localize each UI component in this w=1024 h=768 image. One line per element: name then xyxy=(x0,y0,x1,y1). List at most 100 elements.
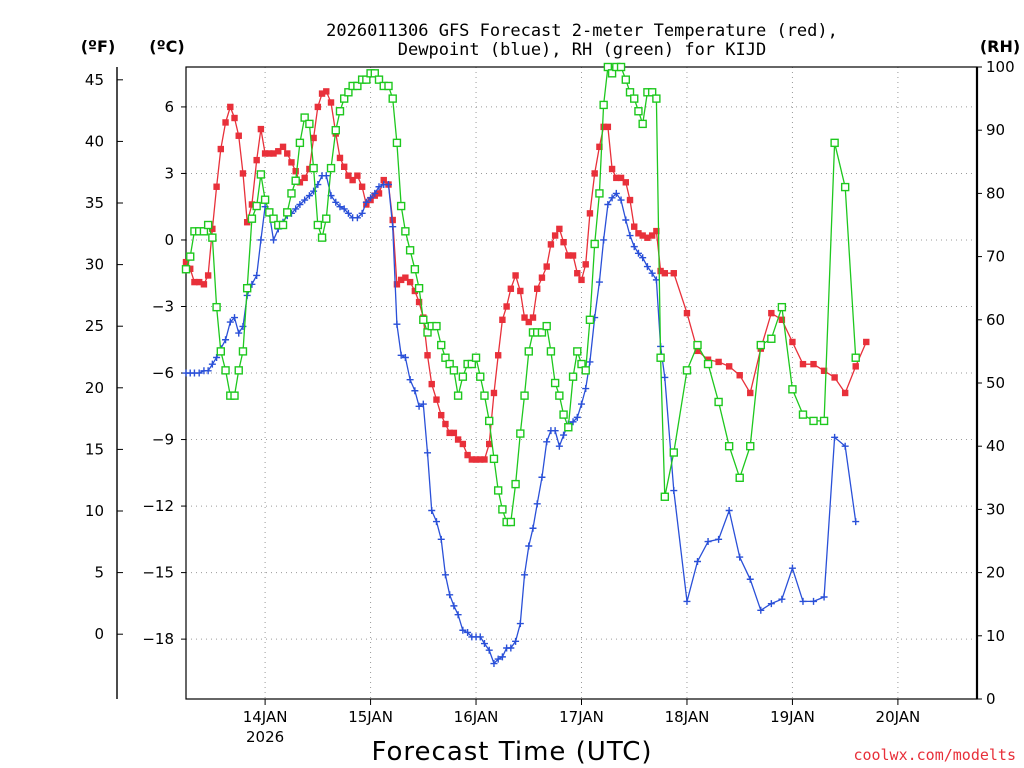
dewpoint-point xyxy=(831,433,839,441)
dewpoint-point xyxy=(634,249,642,257)
celsius-tick-label: 0 xyxy=(164,231,174,249)
temperature-point xyxy=(323,88,330,95)
rh-point xyxy=(441,353,450,362)
temperature-point xyxy=(525,318,532,326)
rh-point xyxy=(230,391,239,400)
dewpoint-point xyxy=(424,449,432,457)
temperature-point xyxy=(503,303,510,310)
dewpoint-point xyxy=(778,595,786,603)
rh-point xyxy=(656,353,665,362)
temperature-point xyxy=(424,352,431,359)
x-tick-label: 20JAN xyxy=(876,708,921,726)
rh-point xyxy=(458,372,468,381)
rh-point xyxy=(798,410,808,419)
dewpoint-point xyxy=(454,611,462,619)
dewpoint-point xyxy=(296,200,304,208)
temperature-point xyxy=(261,150,269,157)
fahrenheit-tick-label: 40 xyxy=(85,132,104,150)
temperature-point xyxy=(454,436,462,443)
temperature-point xyxy=(499,316,506,323)
temperature-point xyxy=(715,358,722,366)
rh-point xyxy=(278,220,288,230)
temperature-point xyxy=(591,170,598,177)
dewpoint-point xyxy=(600,236,608,244)
dewpoint-point xyxy=(419,400,427,408)
dewpoint-point xyxy=(757,606,765,614)
temperature-point xyxy=(415,298,423,306)
rh-point xyxy=(423,328,432,337)
rh-tick-label: 40 xyxy=(986,437,1005,455)
rh-point xyxy=(309,163,318,173)
temperature-point xyxy=(375,190,383,197)
dewpoint-point xyxy=(626,232,634,240)
fahrenheit-tick-label: 25 xyxy=(85,317,104,335)
rh-point xyxy=(520,391,529,400)
dewpoint-point xyxy=(476,633,484,641)
celsius-tick-label: −18 xyxy=(142,630,174,648)
celsius-unit-label: (ºC) xyxy=(149,37,184,56)
rh-point xyxy=(809,416,818,426)
dewpoint-point xyxy=(494,655,502,663)
dewpoint-point xyxy=(322,172,330,180)
temperature-point xyxy=(402,274,409,281)
dewpoint-point xyxy=(411,387,419,395)
rh-point xyxy=(234,366,243,375)
fahrenheit-tick-label: 45 xyxy=(85,71,104,89)
temperature-point xyxy=(235,132,242,139)
rh-tick-label: 50 xyxy=(986,374,1005,392)
fahrenheit-tick-label: 10 xyxy=(85,502,104,520)
axes xyxy=(116,66,982,705)
rh-point xyxy=(256,170,266,179)
temperature-point xyxy=(747,389,754,397)
dewpoint-point xyxy=(512,637,520,645)
rh-point xyxy=(840,182,850,192)
rh-point xyxy=(265,208,274,217)
rh-point xyxy=(199,227,209,236)
x-tick-label: 14JAN xyxy=(243,708,288,726)
temperature-point xyxy=(349,176,356,184)
temperature-point xyxy=(428,380,435,388)
temperature-point xyxy=(433,396,440,403)
temperature-point xyxy=(486,440,493,448)
rh-point xyxy=(542,321,551,331)
rh-point xyxy=(283,208,292,217)
dewpoint-point xyxy=(305,192,313,200)
dewpoint-point xyxy=(389,223,397,231)
rh-point xyxy=(506,517,516,527)
rh-point xyxy=(559,410,568,419)
temperature-point xyxy=(275,148,282,155)
rh-point xyxy=(384,81,393,91)
rh-point xyxy=(238,347,248,356)
dewpoint-point xyxy=(464,628,472,636)
dewpoint-point xyxy=(529,524,537,532)
dewpoint-point xyxy=(560,431,568,439)
dewpoint-point xyxy=(358,209,366,217)
temperature-point xyxy=(670,270,677,277)
dewpoint-point xyxy=(195,369,203,377)
rh-point xyxy=(216,347,226,356)
dewpoint-point xyxy=(569,418,577,426)
temperature-point xyxy=(464,451,471,459)
series-dewpoint xyxy=(182,172,860,668)
temperature-point xyxy=(657,267,664,275)
rh-tick-label: 10 xyxy=(986,627,1005,645)
temperature-point xyxy=(683,309,691,317)
temperature-point xyxy=(521,314,528,321)
temperature-point xyxy=(318,90,326,97)
rh-point xyxy=(830,138,839,148)
rh-point xyxy=(682,366,692,375)
temperature-point xyxy=(284,150,291,157)
rh-point xyxy=(419,315,428,324)
dewpoint-point xyxy=(332,198,340,206)
rh-point xyxy=(550,378,560,388)
rh-point xyxy=(370,69,379,78)
temperature-point xyxy=(529,314,537,321)
celsius-tick-label: −6 xyxy=(152,364,174,382)
dewpoint-point xyxy=(204,367,212,375)
temperature-point xyxy=(296,179,304,186)
dewpoint-point xyxy=(788,564,796,572)
x-tick-label: 15JAN xyxy=(348,708,393,726)
dewpoint-point xyxy=(841,442,849,450)
x-tick-label: 19JAN xyxy=(770,708,815,726)
temperature-point xyxy=(725,363,733,370)
